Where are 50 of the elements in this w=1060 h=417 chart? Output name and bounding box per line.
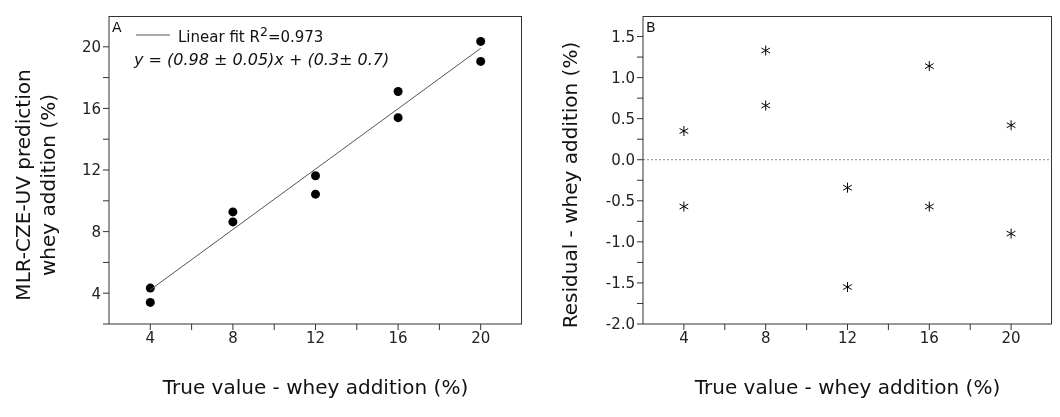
x-tick-label: 20 [1001, 328, 1021, 347]
y-axis-title: Residual - whey addition (%) [557, 40, 583, 331]
point [311, 171, 320, 181]
y-tick-label: 8 [91, 222, 101, 241]
point [842, 281, 853, 293]
point [842, 182, 853, 194]
x-tick-label: 12 [837, 328, 858, 347]
y-tick-label: -1.0 [605, 233, 635, 252]
y-tick-label: -2.0 [605, 315, 635, 334]
x-tick-label: 16 [388, 328, 408, 347]
point [311, 189, 320, 199]
point [924, 60, 935, 72]
point [924, 201, 935, 213]
point [476, 36, 486, 46]
y-tick-label: 16 [81, 99, 101, 118]
annotation: A [112, 19, 122, 35]
y-tick-label: 1.0 [611, 68, 635, 87]
annotation: y = (0.98 ± 0.05)x + (0.3± 0.7) [134, 50, 390, 69]
y-tick-label: 20 [81, 38, 101, 57]
x-tick-label: 12 [305, 328, 326, 347]
point [760, 100, 771, 112]
y-axis-title: MLR-CZE-UV prediction whey addition (%) [11, 68, 61, 303]
point [145, 297, 155, 307]
y-tick-label: 0.0 [611, 151, 635, 170]
x-axis-title: True value - whey addition (%) [693, 375, 1002, 399]
point [1006, 228, 1016, 240]
x-tick-label: 20 [471, 328, 491, 347]
x-tick-label: 8 [760, 328, 771, 347]
x-tick-label: 4 [679, 328, 689, 347]
y-tick-label: -0.5 [605, 192, 635, 211]
point [476, 56, 486, 66]
point [393, 86, 403, 96]
y-tick-label: -1.5 [605, 274, 635, 293]
x-axis-title: True value - whey addition (%) [161, 375, 470, 399]
x-tick-label: 16 [919, 328, 939, 347]
point [228, 207, 238, 217]
y-tick-label: 4 [91, 284, 101, 303]
point [228, 217, 238, 227]
legend-label: Linear fit R$^{2}$=0.973 [178, 24, 324, 46]
point [760, 45, 771, 56]
x-tick-label: 4 [145, 328, 156, 347]
annotation: B [646, 19, 656, 35]
y-tick-label: 12 [81, 161, 101, 180]
point [679, 125, 689, 137]
point [1006, 119, 1016, 131]
x-tick-label: 8 [228, 328, 238, 347]
y-tick-label: 1.5 [611, 27, 635, 46]
point [679, 201, 689, 213]
point [393, 113, 403, 123]
y-tick-label: 0.5 [611, 109, 635, 128]
